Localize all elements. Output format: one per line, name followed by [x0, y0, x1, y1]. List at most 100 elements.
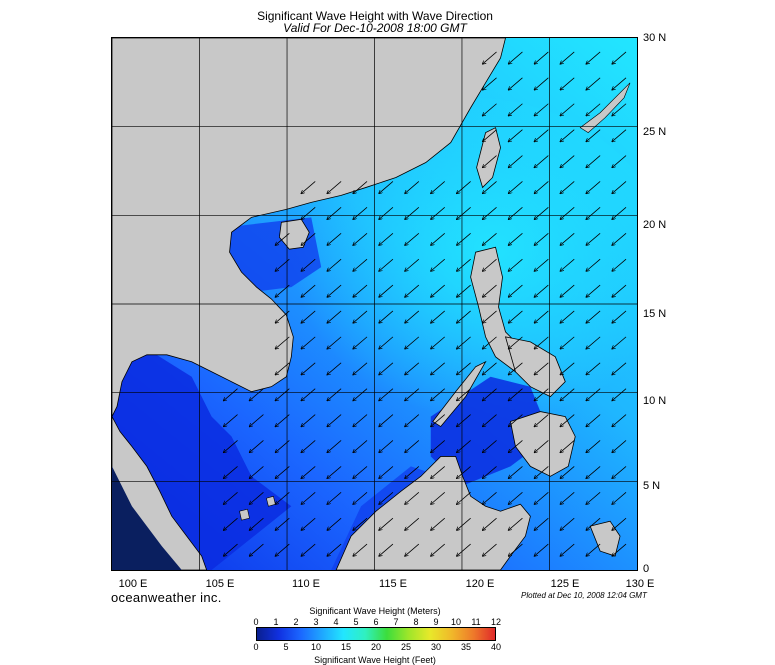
wave-direction-arrow	[560, 155, 575, 168]
graticule	[112, 38, 637, 570]
wave-direction-arrow	[457, 336, 471, 349]
wave-direction-arrow	[508, 388, 523, 401]
wave-direction-arrow	[275, 491, 290, 504]
wave-direction-arrow	[508, 232, 523, 245]
wave-direction-arrow	[431, 207, 445, 219]
wave-direction-arrow	[586, 517, 601, 530]
wave-direction-arrow	[353, 543, 368, 556]
spratly-islet-1	[239, 508, 250, 521]
colorbar-meter-tick: 11	[471, 617, 481, 627]
colorbar-feet-tick: 25	[400, 642, 412, 652]
wave-direction-arrows	[224, 51, 627, 556]
wave-direction-arrow	[431, 491, 445, 504]
wave-direction-arrow	[275, 336, 290, 349]
wave-direction-arrow	[457, 491, 471, 504]
wave-direction-arrow	[483, 491, 497, 504]
wave-direction-arrow	[301, 466, 316, 478]
wave-direction-arrow	[483, 103, 497, 116]
wave-direction-arrow	[612, 181, 627, 193]
colorbar-meter-tick: 1	[273, 617, 279, 627]
wave-direction-arrow	[301, 310, 316, 323]
wave-direction-arrow	[379, 466, 394, 478]
wave-direction-arrow	[560, 310, 575, 323]
wave-direction-arrow	[224, 414, 238, 427]
wave-direction-arrow	[431, 440, 445, 452]
wave-direction-arrow	[534, 543, 549, 556]
wave-direction-arrow	[224, 543, 238, 556]
taiwan-island	[476, 127, 501, 189]
wave-direction-arrow	[560, 543, 575, 556]
wave-direction-arrow	[612, 155, 627, 168]
wave-direction-arrow	[534, 155, 549, 168]
wave-direction-arrow	[301, 543, 316, 556]
colorbar	[256, 627, 496, 641]
wave-direction-arrow	[353, 517, 368, 530]
wave-direction-arrow	[379, 207, 394, 219]
wave-direction-arrow	[327, 232, 342, 245]
wave-direction-arrow	[457, 440, 471, 452]
wave-direction-arrow	[353, 336, 368, 349]
wave-direction-arrow	[586, 336, 601, 349]
wave-direction-arrow	[275, 517, 290, 530]
wave-direction-arrow	[586, 491, 601, 504]
colorbar-meter-tick: 3	[313, 617, 319, 627]
lat-label-10: 10 N	[643, 395, 667, 407]
visayas-islands	[504, 336, 566, 398]
colorbar-meter-tick: 10	[450, 617, 462, 627]
plotted-timestamp: Plotted at Dec 10, 2008 12:04 GMT	[521, 591, 647, 600]
wave-direction-arrow	[301, 336, 316, 349]
wave-direction-arrow	[534, 517, 549, 530]
wave-direction-arrow	[405, 466, 420, 478]
wave-direction-arrow	[301, 414, 316, 427]
wave-direction-arrow	[405, 362, 420, 375]
wave-direction-arrow	[301, 388, 316, 401]
wave-direction-arrow	[457, 388, 471, 401]
lat-label-0: 0	[643, 563, 650, 575]
wave-direction-arrow	[327, 181, 342, 193]
lon-label-115: 115 E	[379, 578, 407, 590]
wave-direction-arrow	[612, 388, 627, 401]
wave-direction-arrow	[483, 414, 497, 427]
wave-direction-arrow	[405, 258, 420, 271]
wave-direction-arrow	[483, 517, 497, 530]
wave-direction-arrow	[534, 362, 549, 375]
wave-direction-arrow	[612, 284, 627, 297]
wave-direction-arrow	[405, 491, 420, 504]
lon-label-130: 130 E	[625, 578, 655, 590]
wave-direction-arrow	[508, 284, 523, 297]
lon-label-105: 105 E	[205, 578, 235, 590]
wave-direction-arrow	[327, 466, 342, 478]
wave-direction-arrow	[560, 362, 575, 375]
colorbar-feet-tick: 10	[310, 642, 322, 652]
wave-direction-arrow	[457, 284, 471, 297]
wave-direction-arrow	[586, 310, 601, 323]
wave-direction-arrow	[534, 336, 549, 349]
wave-direction-arrow	[483, 207, 497, 219]
wave-direction-arrow	[457, 258, 471, 271]
wave-direction-arrow	[275, 284, 290, 297]
wave-direction-arrow	[560, 103, 575, 116]
colorbar-meter-tick: 7	[393, 617, 399, 627]
wave-direction-arrow	[483, 232, 497, 245]
wave-direction-arrow	[224, 517, 238, 530]
wave-direction-arrow	[301, 491, 316, 504]
wave-direction-arrow	[379, 440, 394, 452]
wave-direction-arrow	[508, 543, 523, 556]
wave-direction-arrow	[379, 491, 394, 504]
wave-direction-arrow	[508, 181, 523, 193]
wave-direction-arrow	[457, 517, 471, 530]
wave-direction-arrow	[560, 414, 575, 427]
wave-direction-arrow	[560, 491, 575, 504]
wave-direction-arrow	[508, 103, 523, 116]
wave-direction-arrow	[534, 284, 549, 297]
wave-direction-arrow	[224, 466, 238, 478]
wave-direction-arrow	[301, 232, 316, 245]
wave-direction-arrow	[405, 543, 420, 556]
wave-direction-arrow	[379, 517, 394, 530]
sulu-sea-low-waves	[430, 376, 551, 487]
wave-direction-arrow	[405, 517, 420, 530]
wave-direction-arrow	[483, 155, 497, 168]
wave-direction-arrow	[379, 181, 394, 193]
wave-direction-arrow	[534, 51, 549, 64]
lon-label-110: 110 E	[292, 578, 320, 590]
